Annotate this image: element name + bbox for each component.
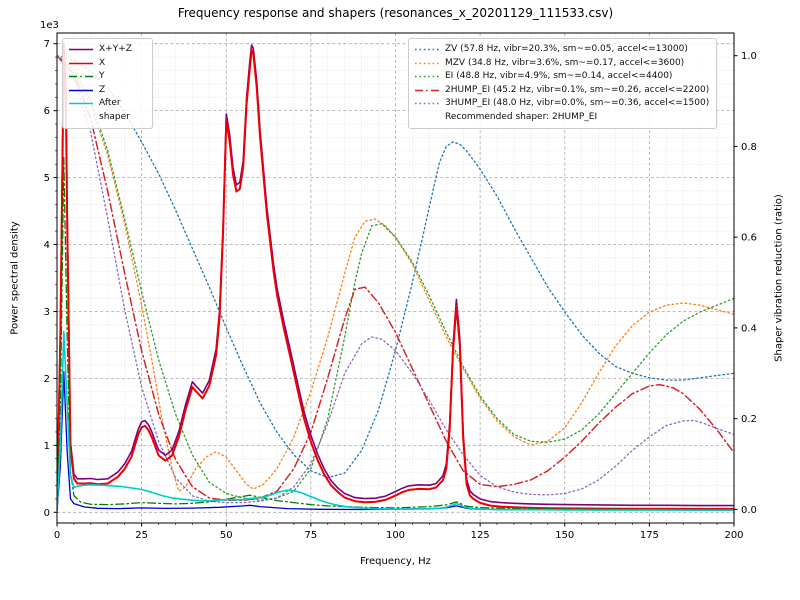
y-left-tick-label: 0 — [44, 508, 50, 519]
y-axis-offset-text: 1e3 — [40, 20, 59, 31]
legend-label: Y — [99, 71, 105, 81]
2hump_ei-line-swatch — [415, 89, 439, 91]
y-left-tick-label: 6 — [44, 106, 50, 117]
after-shaper-line-swatch — [69, 102, 93, 105]
x-line-swatch — [69, 62, 93, 64]
3hump_ei-line-swatch — [415, 102, 439, 105]
y-axis-left-label: Power spectral density — [9, 221, 21, 335]
y-right-tick-label: 1.0 — [741, 51, 757, 62]
series-Y — [57, 156, 734, 511]
x-tick-label: 200 — [724, 530, 743, 541]
series-2HUMP_EI — [57, 54, 734, 502]
series-3HUMP_EI — [57, 55, 734, 504]
legend-item-x: X — [68, 57, 145, 71]
y-left-tick-label: 3 — [44, 307, 50, 318]
legend-psd: X+Y+Z X Y Z After shaper — [62, 38, 153, 129]
y-left-tick-label: 5 — [44, 173, 50, 184]
legend-label: ZV (57.8 Hz, vibr=20.3%, sm~=0.05, accel… — [445, 44, 688, 54]
legend-item-z: Z — [68, 84, 145, 98]
zv-line-swatch — [415, 48, 439, 51]
legend-item-after-shaper: After shaper — [68, 97, 145, 124]
legend-item-3hump_ei: 3HUMP_EI (48.0 Hz, vibr=0.0%, sm~=0.36, … — [414, 97, 709, 111]
x-tick-label: 50 — [220, 530, 233, 541]
y-right-tick-label: 0.6 — [741, 233, 757, 244]
x-tick-label: 100 — [386, 530, 405, 541]
legend-item-2hump_ei: 2HUMP_EI (45.2 Hz, vibr=0.1%, sm~=0.26, … — [414, 84, 709, 98]
x-tick-label: 175 — [640, 530, 659, 541]
legend-item-x+y+z: X+Y+Z — [68, 43, 145, 57]
legend-item-y: Y — [68, 70, 145, 84]
legend-label: Z — [99, 84, 106, 95]
z-line-swatch — [69, 89, 93, 91]
tick-labels: 0 25 50 75 100 125 150 175 200 0 1 2 3 4 5 6 7 0.0 0.2 0.4 0… — [44, 39, 757, 541]
y-right-tick-label: 0.2 — [741, 414, 757, 425]
x-tick-label: 150 — [555, 530, 574, 541]
series-layer — [57, 42, 734, 512]
y-left-tick-label: 2 — [44, 374, 50, 385]
legend-label: EI (48.8 Hz, vibr=4.9%, sm~=0.14, accel<… — [445, 71, 673, 81]
tick-marks — [53, 43, 738, 527]
legend-label: 3HUMP_EI (48.0 Hz, vibr=0.0%, sm~=0.36, … — [445, 98, 710, 108]
recommended-shaper-note: Recommended shaper: 2HUMP_EI — [445, 111, 598, 122]
legend-item-ei: EI (48.8 Hz, vibr=4.9%, sm~=0.14, accel<… — [414, 70, 709, 84]
y-left-tick-label: 4 — [44, 240, 50, 251]
x-tick-label: 0 — [54, 530, 60, 541]
series-X — [57, 49, 734, 511]
series-ZV — [57, 55, 734, 479]
x-tick-label: 25 — [135, 530, 148, 541]
y-right-tick-label: 0.8 — [741, 142, 757, 153]
y-line-swatch — [69, 75, 93, 78]
y-left-tick-label: 1 — [44, 441, 50, 452]
chart-title: Frequency response and shapers (resonanc… — [177, 6, 614, 20]
legend-label: MZV (34.8 Hz, vibr=3.6%, sm~=0.17, accel… — [445, 57, 685, 68]
y-right-tick-label: 0.4 — [741, 323, 757, 334]
legend-shapers: ZV (57.8 Hz, vibr=20.3%, sm~=0.05, accel… — [408, 38, 718, 129]
legend-label: X+Y+Z — [99, 44, 132, 54]
ei-line-swatch — [415, 75, 439, 78]
legend-label: X — [99, 57, 106, 68]
legend-label: After shaper — [99, 98, 130, 122]
series-MZV — [57, 55, 734, 492]
mzv-line-swatch — [415, 62, 439, 64]
series-After-shaper — [57, 330, 734, 511]
series-EI — [57, 55, 734, 501]
legend-label: 2HUMP_EI (45.2 Hz, vibr=0.1%, sm~=0.26, … — [445, 84, 710, 95]
y-left-tick-label: 7 — [44, 39, 50, 50]
y-right-tick-label: 0.0 — [741, 505, 757, 516]
legend-item-zv: ZV (57.8 Hz, vibr=20.3%, sm~=0.05, accel… — [414, 43, 709, 57]
x-axis-label: Frequency, Hz — [360, 556, 431, 567]
x-tick-label: 125 — [471, 530, 490, 541]
x-tick-label: 75 — [305, 530, 318, 541]
y-axis-right-label: Shaper vibration reduction (ratio) — [773, 194, 785, 362]
x+y+z-line-swatch — [69, 48, 93, 51]
legend-item-mzv: MZV (34.8 Hz, vibr=3.6%, sm~=0.17, accel… — [414, 57, 709, 71]
